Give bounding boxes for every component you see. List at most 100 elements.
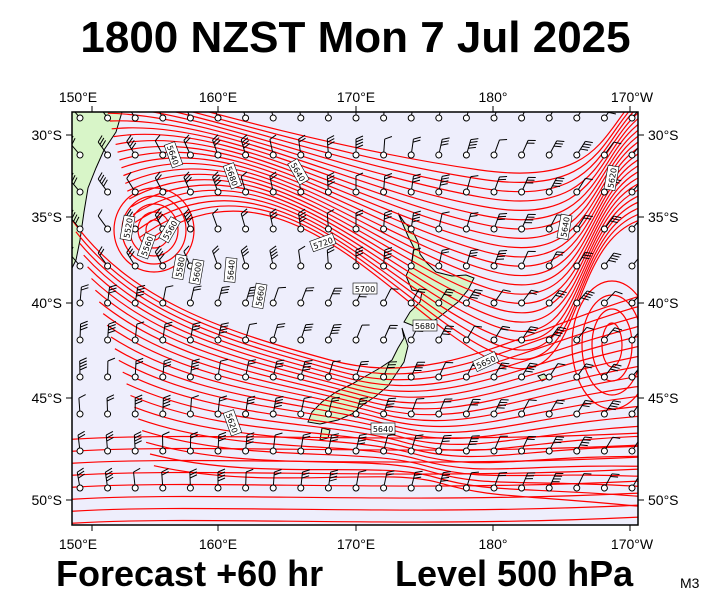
wind-barb bbox=[186, 285, 202, 307]
wind-barb bbox=[628, 112, 638, 122]
wind-barb bbox=[628, 400, 638, 418]
wind-barb bbox=[131, 321, 145, 344]
wind-barb bbox=[380, 173, 393, 196]
wind-barb bbox=[490, 250, 508, 270]
wind-barb bbox=[297, 359, 313, 381]
wind-barb bbox=[212, 112, 222, 122]
wind-barb bbox=[380, 210, 393, 233]
height-contour bbox=[72, 492, 638, 500]
wind-barb bbox=[240, 245, 250, 270]
wind-barb bbox=[97, 172, 112, 196]
wind-barb bbox=[518, 112, 529, 122]
lon-label: 170°E bbox=[337, 536, 375, 552]
wind-barb bbox=[159, 321, 173, 344]
wind-barb bbox=[435, 211, 450, 233]
height-contour bbox=[72, 432, 638, 440]
wind-barb bbox=[186, 395, 199, 418]
wind-barb bbox=[600, 141, 622, 159]
lat-label: 30°S bbox=[31, 127, 62, 143]
wind-barb bbox=[126, 134, 139, 159]
svg-text:5600: 5600 bbox=[191, 261, 203, 283]
forecast-hours-label: Forecast +60 hr bbox=[56, 553, 324, 594]
wind-barb bbox=[545, 251, 565, 270]
pressure-level-label: Level 500 hPa bbox=[395, 553, 634, 594]
wind-barb bbox=[545, 326, 567, 344]
wind-barb bbox=[628, 473, 638, 492]
wind-barb bbox=[435, 137, 450, 159]
svg-text:5680: 5680 bbox=[415, 322, 435, 331]
height-contour bbox=[206, 112, 626, 174]
wind-barb bbox=[573, 363, 594, 381]
wind-barb bbox=[352, 209, 364, 233]
lon-label: 170°W bbox=[611, 536, 654, 552]
wind-barb bbox=[600, 363, 622, 381]
wind-barb bbox=[545, 436, 565, 455]
height-contour bbox=[571, 280, 638, 410]
wind-barb bbox=[518, 176, 536, 196]
map-frame bbox=[71, 111, 639, 526]
wind-barb bbox=[297, 287, 315, 307]
wind-barb bbox=[297, 112, 305, 122]
wind-barb bbox=[269, 323, 286, 344]
height-contour bbox=[72, 480, 638, 488]
wind-barb bbox=[462, 249, 479, 270]
australia-coast-land bbox=[72, 112, 123, 269]
wind-barb bbox=[490, 472, 508, 492]
lon-label: 160°E bbox=[199, 536, 237, 552]
wind-barb bbox=[242, 468, 254, 492]
wind-barb bbox=[490, 435, 508, 455]
wind-barb bbox=[269, 208, 278, 233]
wind-barb bbox=[545, 177, 565, 196]
wind-barb bbox=[407, 470, 423, 492]
wind-barb bbox=[76, 284, 89, 307]
wind-barb bbox=[573, 436, 593, 455]
wind-barb bbox=[186, 358, 200, 381]
wind-barb bbox=[600, 400, 621, 418]
height-contour bbox=[79, 243, 638, 381]
wind-barb bbox=[297, 432, 311, 455]
lon-label: 170°W bbox=[611, 89, 654, 105]
wind-barb bbox=[212, 171, 222, 196]
wind-barb bbox=[380, 324, 398, 344]
wind-barb bbox=[628, 291, 638, 307]
wind-barb bbox=[324, 324, 342, 344]
wind-barb bbox=[380, 433, 396, 455]
wind-barb bbox=[407, 112, 415, 122]
wind-barb bbox=[269, 432, 283, 455]
height-contour bbox=[581, 294, 638, 396]
wind-barb bbox=[462, 112, 472, 122]
wind-barb bbox=[518, 362, 538, 381]
height-contour bbox=[128, 179, 638, 314]
height-contour bbox=[149, 453, 638, 497]
wind-barb bbox=[462, 175, 479, 196]
wind-barb bbox=[183, 171, 194, 196]
wind-barb bbox=[407, 136, 421, 159]
wind-barb bbox=[131, 284, 146, 307]
wind-barb bbox=[628, 327, 638, 344]
wind-barb bbox=[104, 394, 115, 418]
wind-barb bbox=[490, 362, 510, 381]
height-contour bbox=[75, 231, 638, 375]
wind-barb bbox=[104, 357, 116, 381]
wind-barb bbox=[159, 468, 169, 492]
wind-barb bbox=[435, 398, 453, 418]
axis-ticks bbox=[66, 106, 644, 531]
wind-barb bbox=[126, 112, 139, 122]
wind-barb bbox=[297, 245, 306, 270]
wind-barb bbox=[628, 437, 638, 455]
wind-barb bbox=[380, 112, 388, 122]
contour-label: 5580 bbox=[171, 253, 188, 281]
wind-barb bbox=[380, 470, 395, 492]
wind-barb bbox=[242, 395, 256, 418]
top-longitude-labels: 150°E 160°E 170°E 180° 170°W bbox=[59, 89, 654, 105]
wind-barb bbox=[600, 473, 620, 492]
wind-barb bbox=[186, 431, 198, 455]
wind-barb bbox=[600, 327, 623, 344]
wind-barb bbox=[159, 394, 171, 418]
height-contour bbox=[190, 112, 630, 184]
wind-barb bbox=[545, 112, 558, 122]
wind-barb bbox=[628, 142, 638, 159]
wind-barb bbox=[269, 286, 287, 307]
wind-barb bbox=[269, 171, 278, 196]
height-contour bbox=[102, 313, 638, 416]
